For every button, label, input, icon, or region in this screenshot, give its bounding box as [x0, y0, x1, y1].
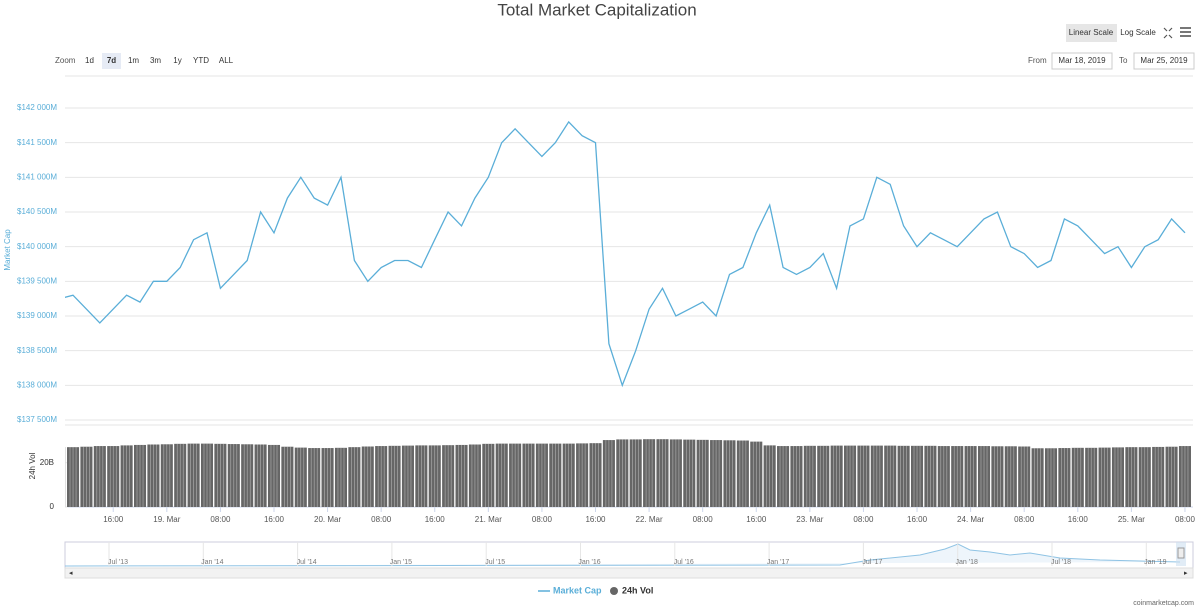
to-input[interactable]	[1133, 52, 1195, 70]
x-tick-label: 08:00	[1175, 515, 1196, 524]
legend-entry[interactable]: Market Cap	[553, 585, 602, 595]
scroll-right[interactable]: ▸	[1184, 570, 1188, 577]
to-date[interactable]: Mar 25, 2019	[1140, 56, 1188, 65]
navigator-labels: Jul '13 Jan '14 Jul '14 Jan '15 Jul '15 Jan '…	[108, 542, 1167, 566]
zoom-button[interactable]: 1m	[128, 56, 139, 65]
chart-title: Total Market Capitalization	[497, 0, 696, 19]
y-tick-label: $141 500M	[17, 138, 57, 147]
zoom-buttons: 1d 7d 1m 3m 1y YTD ALL	[85, 53, 234, 69]
y-tick-label: $140 500M	[17, 207, 57, 216]
navigator-label: Jul '17	[862, 559, 882, 566]
zoom-button[interactable]: 1y	[173, 56, 181, 65]
navigator-label: Jul '16	[674, 559, 694, 566]
navigator-label: Jul '18	[1051, 559, 1071, 566]
fullscreen-icon[interactable]	[1163, 27, 1173, 39]
x-tick-label: 16:00	[746, 515, 767, 524]
linear-scale-label[interactable]: Linear Scale	[1069, 28, 1114, 37]
x-tick-label: 19. Mar	[153, 515, 180, 524]
x-tick-label: 08:00	[371, 515, 392, 524]
x-tick-label: 21. Mar	[475, 515, 502, 524]
y-tick-label: $139 500M	[17, 276, 57, 285]
y-axis-title: Market Cap	[3, 229, 12, 271]
navigator-label: Jul '13	[108, 559, 128, 566]
navigator-label: Jan '19	[1144, 559, 1166, 566]
zoom-button[interactable]: YTD	[193, 56, 209, 65]
x-tick-label: 08:00	[693, 515, 714, 524]
y-tick-label: $138 500M	[17, 346, 57, 355]
credit: coinmarketcap.com	[1133, 600, 1194, 607]
navigator-label: Jan '14	[201, 559, 223, 566]
y-tick-label: $138 000M	[17, 380, 57, 389]
navigator-label: Jul '15	[485, 559, 505, 566]
vol-axis-title: 24h Vol	[28, 452, 37, 479]
zoom-label: Zoom	[55, 56, 76, 65]
x-tick-label: 08:00	[1014, 515, 1035, 524]
x-tick-label: 16:00	[585, 515, 606, 524]
x-tick-label: 16:00	[264, 515, 285, 524]
zoom-button[interactable]: ALL	[219, 56, 234, 65]
x-tick-label: 16:00	[1068, 515, 1089, 524]
vol-tick-label: 20B	[40, 458, 54, 467]
navigator-label: Jan '18	[956, 559, 978, 566]
zoom-button[interactable]: 7d	[107, 56, 116, 65]
y-tick-label: $142 000M	[17, 103, 57, 112]
market-cap-line	[65, 120, 1186, 388]
x-tick-label: 16:00	[425, 515, 446, 524]
x-tick-label: 22. Mar	[636, 515, 663, 524]
y-tick-label: $137 500M	[17, 415, 57, 424]
zoom-button-active[interactable]	[102, 53, 121, 69]
y-tick-label: $141 000M	[17, 172, 57, 181]
legend-bar-marker	[610, 587, 618, 595]
from-label: From	[1028, 56, 1047, 65]
zoom-button[interactable]: 3m	[150, 56, 161, 65]
navigator-label: Jan '17	[767, 559, 789, 566]
x-tick-label: 08:00	[210, 515, 231, 524]
x-tick-label: 08:00	[853, 515, 874, 524]
legend-entry[interactable]: 24h Vol	[622, 585, 653, 595]
x-tick-label: 24. Mar	[957, 515, 984, 524]
x-tick-label: 20. Mar	[314, 515, 341, 524]
main-plot: $137 500M $138 000M $138 500M $139 000M $139…	[17, 75, 1196, 524]
x-tick-label: 23. Mar	[796, 515, 823, 524]
from-date[interactable]: Mar 18, 2019	[1058, 56, 1106, 65]
scroll-left[interactable]: ◂	[69, 570, 73, 577]
from-input[interactable]	[1051, 52, 1113, 70]
navigator-label: Jul '14	[297, 559, 317, 566]
to-label: To	[1119, 56, 1128, 65]
navigator-line	[64, 543, 1181, 567]
linear-scale-button[interactable]	[1066, 24, 1117, 42]
navigator-handle[interactable]	[1177, 547, 1185, 559]
x-tick-label: 16:00	[907, 515, 928, 524]
x-tick-label: 16:00	[103, 515, 124, 524]
log-scale-label[interactable]: Log Scale	[1120, 28, 1156, 37]
menu-icon[interactable]	[1180, 27, 1191, 37]
x-tick-label: 08:00	[532, 515, 553, 524]
navigator-label: Jan '16	[578, 559, 600, 566]
y-tick-label: $139 000M	[17, 311, 57, 320]
vol-tick-label: 0	[50, 502, 55, 511]
x-tick-label: 25. Mar	[1118, 515, 1145, 524]
zoom-button[interactable]: 1d	[85, 56, 94, 65]
scrollbar[interactable]	[64, 567, 1194, 579]
navigator-label: Jan '15	[390, 559, 412, 566]
y-tick-label: $140 000M	[17, 242, 57, 251]
